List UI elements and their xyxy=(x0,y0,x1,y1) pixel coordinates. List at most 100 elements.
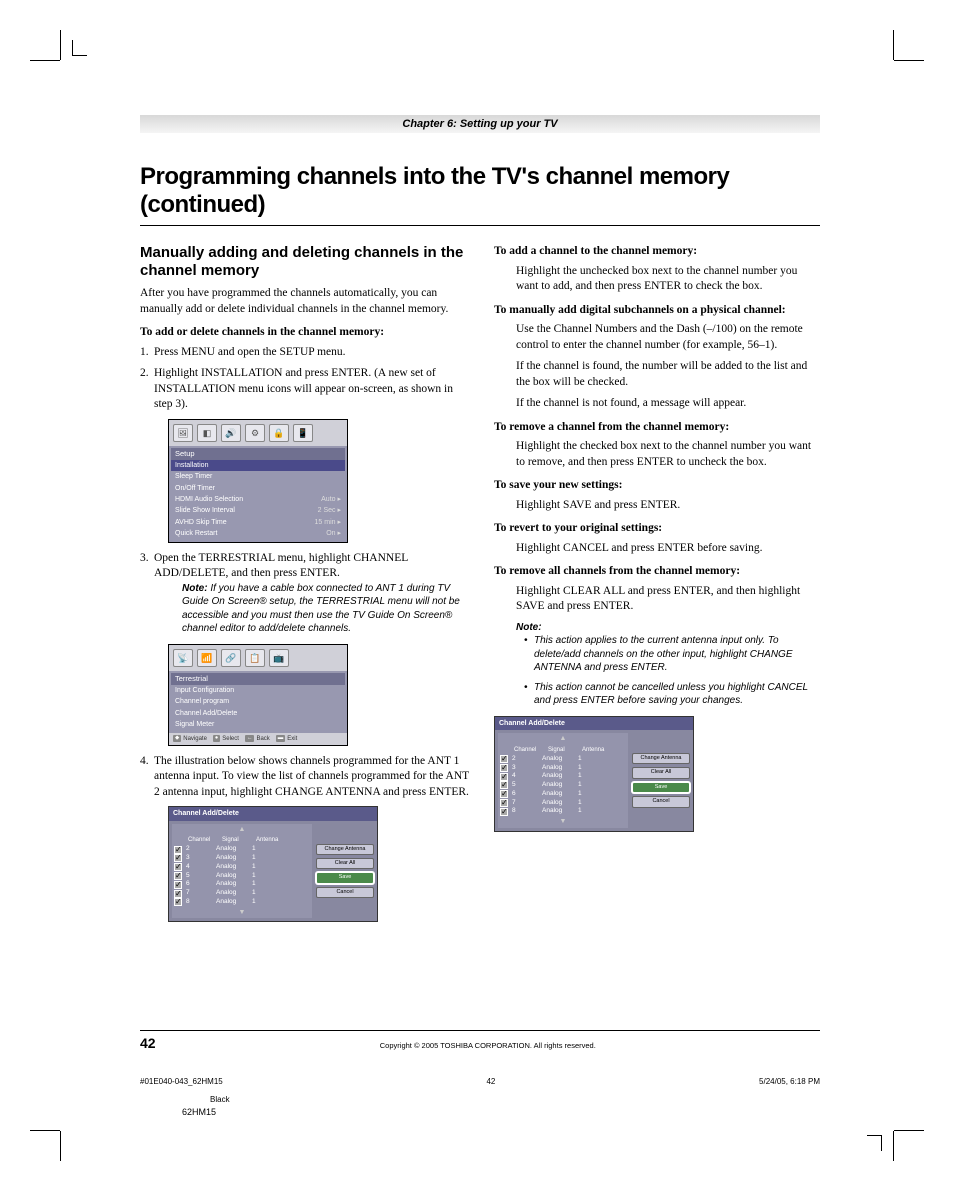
table-row: 6Analog1 xyxy=(172,880,312,889)
menu-row: Signal Meter xyxy=(171,719,345,730)
page-footer: 42 Copyright © 2005 TOSHIBA CORPORATION.… xyxy=(140,1030,820,1051)
cad-header: Channel xyxy=(514,746,548,754)
cancel-button: Cancel xyxy=(316,887,374,898)
crop-mark xyxy=(30,1130,60,1131)
change-antenna-button: Change Antenna xyxy=(316,844,374,855)
crop-mark xyxy=(894,1130,924,1131)
menu-row: Input Configuration xyxy=(171,685,345,696)
menu-row: Installation xyxy=(171,460,345,471)
cad-header: Antenna xyxy=(256,836,290,844)
proc-text: Highlight CLEAR ALL and press ENTER, and… xyxy=(516,584,820,615)
cancel-button: Cancel xyxy=(632,796,690,807)
menu-tab-icon: 🔊 xyxy=(221,424,241,442)
menu-tab-icon: 📋 xyxy=(245,649,265,667)
nav-label: Exit xyxy=(287,735,297,743)
crop-mark xyxy=(72,40,73,55)
nav-label: Select xyxy=(222,735,239,743)
change-antenna-button: Change Antenna xyxy=(632,753,690,764)
proc-heading: To remove a channel from the channel mem… xyxy=(494,420,820,436)
channel-add-delete-figure: Channel Add/Delete ▲ Channel Signal Ante… xyxy=(168,806,378,922)
step-item: 3.Open the TERRESTRIAL menu, highlight C… xyxy=(154,551,470,746)
save-button: Save xyxy=(632,782,690,793)
step-item: 2.Highlight INSTALLATION and press ENTER… xyxy=(154,366,470,543)
proc-text: Highlight SAVE and press ENTER. xyxy=(516,498,820,514)
save-button: Save xyxy=(316,872,374,883)
table-row: 6Analog1 xyxy=(498,790,628,799)
table-row: 8Analog1 xyxy=(172,898,312,907)
channel-add-delete-figure: Channel Add/Delete ▲ Channel Signal Ante… xyxy=(494,716,694,832)
proc-text: Use the Channel Numbers and the Dash (–/… xyxy=(516,322,820,353)
print-meta-line: #01E040-043_62HM15 42 5/24/05, 6:18 PM xyxy=(140,1077,820,1086)
right-column: To add a channel to the channel memory: … xyxy=(494,244,820,930)
page-content: Chapter 6: Setting up your TV Programmin… xyxy=(140,115,820,930)
note-item: This action applies to the current anten… xyxy=(524,634,820,675)
menu-title: Terrestrial xyxy=(171,673,345,685)
crop-mark xyxy=(30,60,60,61)
terrestrial-menu-figure: 📡 📶 🔗 📋 📺 Terrestrial Input Configuratio… xyxy=(168,644,348,746)
file-page: 42 xyxy=(486,1077,495,1086)
proc-heading: To manually add digital subchannels on a… xyxy=(494,303,820,319)
menu-nav-bar: ◆Navigate ●Select ←Back ▬Exit xyxy=(169,733,347,745)
copyright-text: Copyright © 2005 TOSHIBA CORPORATION. Al… xyxy=(156,1041,820,1050)
table-row: 8Analog1 xyxy=(498,807,628,816)
note-label: Note: xyxy=(516,621,820,635)
cad-header: Antenna xyxy=(582,746,616,754)
step-text: The illustration below shows channels pr… xyxy=(154,755,469,798)
proc-text: Highlight CANCEL and press ENTER before … xyxy=(516,541,820,557)
crop-mark xyxy=(60,1131,61,1161)
crop-mark xyxy=(881,1136,882,1151)
step-text: Press MENU and open the SETUP menu. xyxy=(154,346,346,358)
cad-header: Channel xyxy=(188,836,222,844)
menu-row: Sleep Timer xyxy=(171,471,345,482)
proc-heading: To add a channel to the channel memory: xyxy=(494,244,820,260)
cad-header: Signal xyxy=(222,836,256,844)
nav-label: Back xyxy=(256,735,269,743)
file-date: 5/24/05, 6:18 PM xyxy=(759,1077,820,1086)
note-item: This action cannot be cancelled unless y… xyxy=(524,681,820,708)
step-item: 1.Press MENU and open the SETUP menu. xyxy=(154,345,470,361)
table-row: 3Analog1 xyxy=(498,764,628,773)
intro-text: After you have programmed the channels a… xyxy=(140,286,470,317)
menu-tab-icon: 📶 xyxy=(197,649,217,667)
menu-tab-icon: 🖼 xyxy=(173,424,193,442)
proc-heading: To save your new settings: xyxy=(494,478,820,494)
cad-title: Channel Add/Delete xyxy=(495,717,693,730)
table-row: 3Analog1 xyxy=(172,854,312,863)
crop-mark xyxy=(60,30,61,60)
print-color: Black xyxy=(210,1095,230,1104)
proc-text: If the channel is found, the number will… xyxy=(516,359,820,390)
step-text: Open the TERRESTRIAL menu, highlight CHA… xyxy=(154,552,408,580)
menu-tab-icon: 🔗 xyxy=(221,649,241,667)
cad-title: Channel Add/Delete xyxy=(169,807,377,820)
crop-mark xyxy=(867,1135,882,1136)
menu-title: Setup xyxy=(171,448,345,460)
crop-mark xyxy=(72,55,87,56)
setup-menu-figure: 🖼 ◧ 🔊 ⚙ 🔒 📱 Setup InstallationSleep Time… xyxy=(168,419,348,543)
model-number: 62HM15 xyxy=(182,1107,216,1117)
menu-row: On/Off Timer xyxy=(171,483,345,494)
table-row: 5Analog1 xyxy=(172,872,312,881)
menu-tab-icon: 🔒 xyxy=(269,424,289,442)
chapter-header: Chapter 6: Setting up your TV xyxy=(140,115,820,133)
step-item: 4.The illustration below shows channels … xyxy=(154,754,470,922)
page-title: Programming channels into the TV's chann… xyxy=(140,163,820,226)
table-row: 7Analog1 xyxy=(172,889,312,898)
menu-tab-icon: ◧ xyxy=(197,424,217,442)
menu-row: Quick RestartOn ▸ xyxy=(171,528,345,539)
lead-line: To add or delete channels in the channel… xyxy=(140,325,470,341)
proc-text: If the channel is not found, a message w… xyxy=(516,396,820,412)
table-row: 2Analog1 xyxy=(172,845,312,854)
crop-mark xyxy=(893,1131,894,1161)
menu-row: Channel Add/Delete xyxy=(171,708,345,719)
crop-mark xyxy=(893,30,894,60)
proc-text: Highlight the unchecked box next to the … xyxy=(516,264,820,295)
table-row: 2Analog1 xyxy=(498,755,628,764)
table-row: 4Analog1 xyxy=(172,863,312,872)
table-row: 5Analog1 xyxy=(498,781,628,790)
proc-text: Highlight the checked box next to the ch… xyxy=(516,439,820,470)
menu-tab-icon: ⚙ xyxy=(245,424,265,442)
menu-row: AVHD Skip Time15 min ▸ xyxy=(171,517,345,528)
menu-row: HDMI Audio SelectionAuto ▸ xyxy=(171,494,345,505)
menu-tab-icon: 📡 xyxy=(173,649,193,667)
menu-row: Channel program xyxy=(171,696,345,707)
